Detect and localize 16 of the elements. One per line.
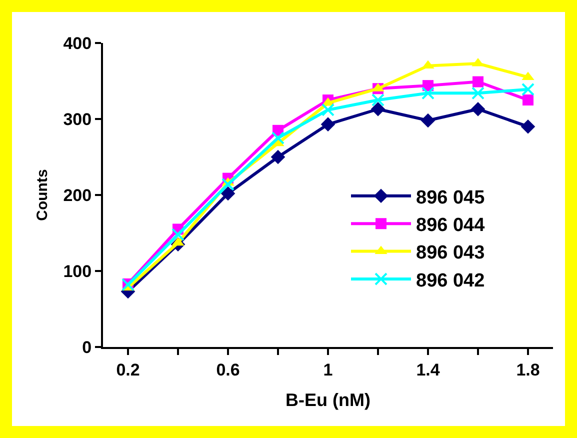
x-tick-label: 1 [323,360,333,380]
legend-label: 896 044 [416,215,486,236]
y-axis-title: Counts [34,169,51,221]
legend-label: 896 043 [416,242,485,264]
y-tick-label: 300 [63,110,92,129]
x-axis-title: B-Eu (nM) [286,390,370,410]
legend-label: 896 042 [416,270,485,292]
x-tick-label: 1.8 [516,360,540,380]
y-tick-label: 200 [63,186,92,205]
x-tick-label: 0.2 [116,360,140,380]
x-tick-label: 0.6 [216,360,240,380]
y-tick-label: 400 [63,34,92,53]
y-tick-label: 100 [63,262,92,281]
legend-label: 896 045 [416,187,486,208]
x-tick-label: 1.4 [416,360,440,380]
y-tick-label: 0 [82,338,92,357]
